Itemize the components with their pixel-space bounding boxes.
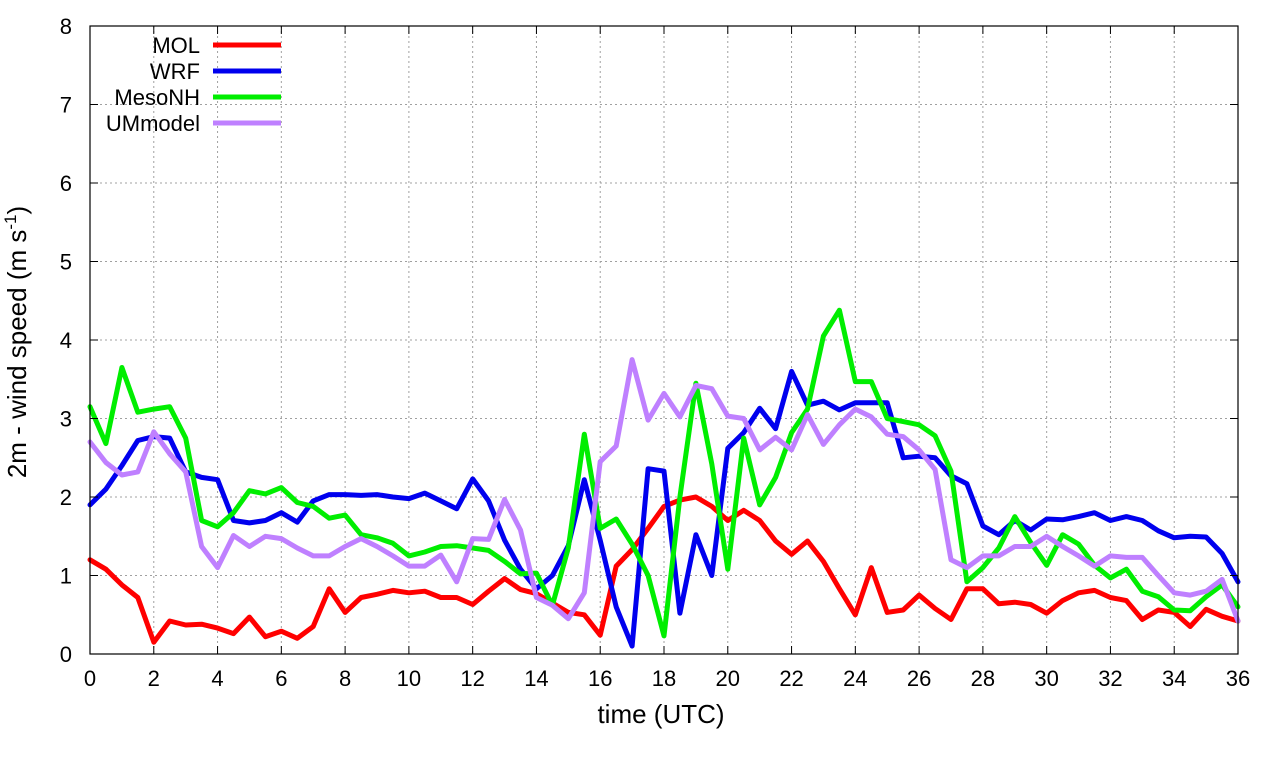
y-tick-label: 3 bbox=[60, 407, 72, 432]
axis-ticks: 0 2 4 6 8 10 12 14 16 18 20 22 24 26 28 30 32 34 360123456… bbox=[60, 14, 1250, 691]
x-tick-label: 28 bbox=[971, 666, 995, 691]
y-tick-label: 7 bbox=[60, 93, 72, 118]
y-tick-label: 8 bbox=[60, 14, 72, 39]
x-tick-label: 36 bbox=[1226, 666, 1250, 691]
x-tick-label: 30 bbox=[1034, 666, 1058, 691]
legend-label-ummodel: UMmodel bbox=[106, 111, 200, 136]
x-tick-label: 34 bbox=[1162, 666, 1186, 691]
x-tick-label: 2 bbox=[148, 666, 160, 691]
x-tick-label: 12 bbox=[460, 666, 484, 691]
x-tick-label: 24 bbox=[843, 666, 867, 691]
legend-label-mol: MOL bbox=[152, 33, 200, 58]
y-tick-label: 0 bbox=[60, 642, 72, 667]
series-line-ummodel bbox=[87, 357, 1241, 624]
y-tick-label: 6 bbox=[60, 171, 72, 196]
y-axis-title-close: ) bbox=[2, 206, 32, 215]
series-lines bbox=[87, 307, 1241, 649]
y-tick-label: 2 bbox=[60, 485, 72, 510]
legend-label-wrf: WRF bbox=[150, 59, 200, 84]
y-axis-title-main: 2m - wind speed (m s bbox=[2, 230, 32, 479]
series-line-mol bbox=[87, 494, 1241, 645]
x-tick-label: 22 bbox=[779, 666, 803, 691]
series-line-mesonh bbox=[87, 307, 1241, 639]
x-tick-label: 10 bbox=[397, 666, 421, 691]
y-axis-title-exponent: -1 bbox=[1, 215, 20, 230]
x-tick-label: 20 bbox=[716, 666, 740, 691]
y-tick-label: 4 bbox=[60, 328, 72, 353]
grid bbox=[90, 26, 1238, 654]
x-tick-label: 14 bbox=[524, 666, 548, 691]
series-line-wrf bbox=[87, 368, 1241, 649]
x-tick-label: 18 bbox=[652, 666, 676, 691]
legend-label-mesonh: MesoNH bbox=[114, 85, 200, 110]
x-tick-label: 4 bbox=[211, 666, 223, 691]
x-tick-label: 8 bbox=[339, 666, 351, 691]
x-tick-label: 0 bbox=[84, 666, 96, 691]
x-tick-label: 26 bbox=[907, 666, 931, 691]
y-axis-title: 2m - wind speed (m s-1) bbox=[1, 206, 32, 478]
x-tick-label: 6 bbox=[275, 666, 287, 691]
x-axis-title: time (UTC) bbox=[597, 699, 724, 729]
x-tick-label: 32 bbox=[1098, 666, 1122, 691]
y-tick-label: 1 bbox=[60, 564, 72, 589]
x-tick-label: 16 bbox=[588, 666, 612, 691]
y-tick-label: 5 bbox=[60, 250, 72, 275]
